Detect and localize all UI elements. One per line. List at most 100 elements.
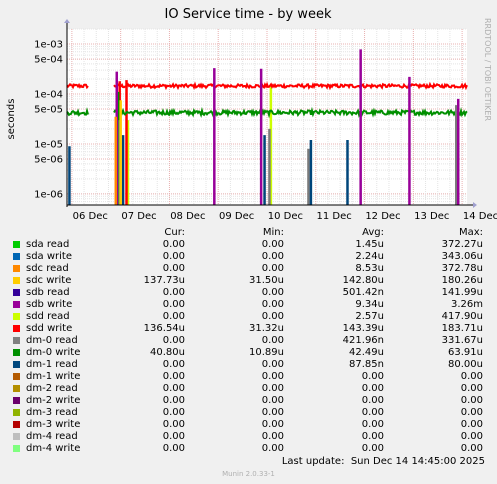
legend-value-max: 0.00 [460, 395, 483, 406]
y-tick-label: 1e-05 [34, 139, 63, 150]
legend-series-name: dm-2 read [26, 383, 78, 394]
legend-swatch [13, 337, 20, 344]
legend-swatch [13, 421, 20, 428]
legend-value-max: 0.00 [460, 431, 483, 442]
legend-value-avg: 0.00 [361, 407, 384, 418]
legend-value-max: 141.99u [441, 287, 483, 298]
legend-row: sdb read 0.00 0.00 501.42n 141.99u [0, 287, 497, 299]
legend-row: dm-4 read 0.00 0.00 0.00 0.00 [0, 431, 497, 443]
legend-value-max: 0.00 [460, 419, 483, 430]
legend-row: sdd write 136.54u 31.32u 143.39u 183.71u [0, 323, 497, 335]
legend-series-name: dm-1 read [26, 359, 78, 370]
legend-series-name: dm-0 read [26, 335, 78, 346]
legend-value-avg: 8.53u [355, 263, 384, 274]
y-axis-label: seconds [6, 99, 17, 140]
legend-value-avg: 9.34u [355, 299, 384, 310]
legend-value-min: 0.00 [261, 359, 284, 370]
legend-series-name: sdd write [26, 323, 73, 334]
legend-value-max: 63.91u [448, 347, 483, 358]
x-axis-arrow-icon [473, 202, 477, 208]
legend-value-cur: 0.00 [162, 263, 185, 274]
legend-value-max: 180.26u [441, 275, 483, 286]
legend-swatch [13, 325, 20, 332]
legend-value-avg: 421.96n [342, 335, 384, 346]
legend-row: dm-1 write 0.00 0.00 0.00 0.00 [0, 371, 497, 383]
x-tick-label: 12 Dec [365, 211, 400, 222]
legend-swatch [13, 301, 20, 308]
legend-value-min: 0.00 [261, 239, 284, 250]
legend-value-avg: 2.57u [355, 311, 384, 322]
legend-row: sdb write 0.00 0.00 9.34u 3.26m [0, 299, 497, 311]
legend-value-cur: 0.00 [162, 395, 185, 406]
legend-series-name: dm-2 write [26, 395, 81, 406]
legend-swatch [13, 409, 20, 416]
chart: IO Service time - by week seconds RRDTOO… [6, 7, 497, 222]
legend-series-name: sdc write [26, 275, 72, 286]
legend-value-cur: 0.00 [162, 299, 185, 310]
munin-version: Munin 2.0.33-1 [222, 470, 275, 478]
series-line [66, 106, 468, 119]
legend-value-min: 31.50u [249, 275, 284, 286]
legend-value-min: 0.00 [261, 431, 284, 442]
legend-value-min: 0.00 [261, 395, 284, 406]
legend-value-max: 331.67u [441, 335, 483, 346]
legend-value-avg: 142.80u [342, 275, 384, 286]
y-tick-label: 1e-04 [34, 89, 63, 100]
y-tick-label: 1e-06 [34, 189, 63, 200]
legend-value-max: 80.00u [448, 359, 483, 370]
legend-value-min: 0.00 [261, 383, 284, 394]
legend-value-avg: 0.00 [361, 443, 384, 454]
legend-value-min: 0.00 [261, 335, 284, 346]
legend-value-max: 372.78u [441, 263, 483, 274]
legend-series-name: sda read [26, 239, 70, 250]
legend-swatch [13, 397, 20, 404]
legend-swatch [13, 385, 20, 392]
legend-series-name: sdb read [26, 287, 70, 298]
legend-swatch [13, 373, 20, 380]
legend-row: dm-3 read 0.00 0.00 0.00 0.00 [0, 407, 497, 419]
legend-value-min: 0.00 [261, 311, 284, 322]
series-line [66, 81, 468, 91]
legend-value-max: 0.00 [460, 443, 483, 454]
legend-swatch [13, 433, 20, 440]
legend-value-min: 0.00 [261, 419, 284, 430]
legend-value-avg: 143.39u [342, 323, 384, 334]
legend-value-avg: 87.85n [349, 359, 384, 370]
legend-value-cur: 0.00 [162, 431, 185, 442]
x-tick-label: 06 Dec [73, 211, 108, 222]
legend-row: sdc read 0.00 0.00 8.53u 372.78u [0, 263, 497, 275]
legend-value-avg: 2.24u [355, 251, 384, 262]
legend-value-min: 0.00 [261, 371, 284, 382]
legend-row: dm-1 read 0.00 0.00 87.85n 80.00u [0, 359, 497, 371]
legend-row: dm-0 write 40.80u 10.89u 42.49u 63.91u [0, 347, 497, 359]
x-tick-label: 10 Dec [268, 211, 303, 222]
legend-value-cur: 0.00 [162, 371, 185, 382]
legend-value-cur: 136.54u [143, 323, 185, 334]
legend-value-cur: 137.73u [143, 275, 185, 286]
legend-series-name: sdc read [26, 263, 69, 274]
legend-row: dm-3 write 0.00 0.00 0.00 0.00 [0, 419, 497, 431]
legend-value-avg: 0.00 [361, 419, 384, 430]
legend-header-min: Min: [262, 227, 284, 238]
x-tick-label: 11 Dec [317, 211, 352, 222]
legend-value-min: 0.00 [261, 251, 284, 262]
legend-row: sda read 0.00 0.00 1.45u 372.27u [0, 239, 497, 251]
legend-row: dm-2 write 0.00 0.00 0.00 0.00 [0, 395, 497, 407]
legend-value-min: 0.00 [261, 443, 284, 454]
legend-series-name: dm-4 read [26, 431, 78, 442]
x-tick-label: 09 Dec [219, 211, 254, 222]
y-tick-label: 5e-06 [34, 154, 63, 165]
x-tick-label: 13 Dec [414, 211, 449, 222]
legend-row: sdc write 137.73u 31.50u 142.80u 180.26u [0, 275, 497, 287]
legend-swatch [13, 277, 20, 284]
legend-header: Cur: Min: Avg: Max: [0, 227, 497, 239]
legend-value-avg: 0.00 [361, 395, 384, 406]
legend-value-avg: 501.42n [342, 287, 384, 298]
legend-value-cur: 40.80u [150, 347, 185, 358]
legend-value-cur: 0.00 [162, 239, 185, 250]
rrdtool-credit: RRDTOOL / TOBI OETIKER [483, 18, 492, 121]
legend-value-avg: 0.00 [361, 383, 384, 394]
legend-value-min: 10.89u [249, 347, 284, 358]
legend-value-min: 31.32u [249, 323, 284, 334]
legend-value-min: 0.00 [261, 407, 284, 418]
